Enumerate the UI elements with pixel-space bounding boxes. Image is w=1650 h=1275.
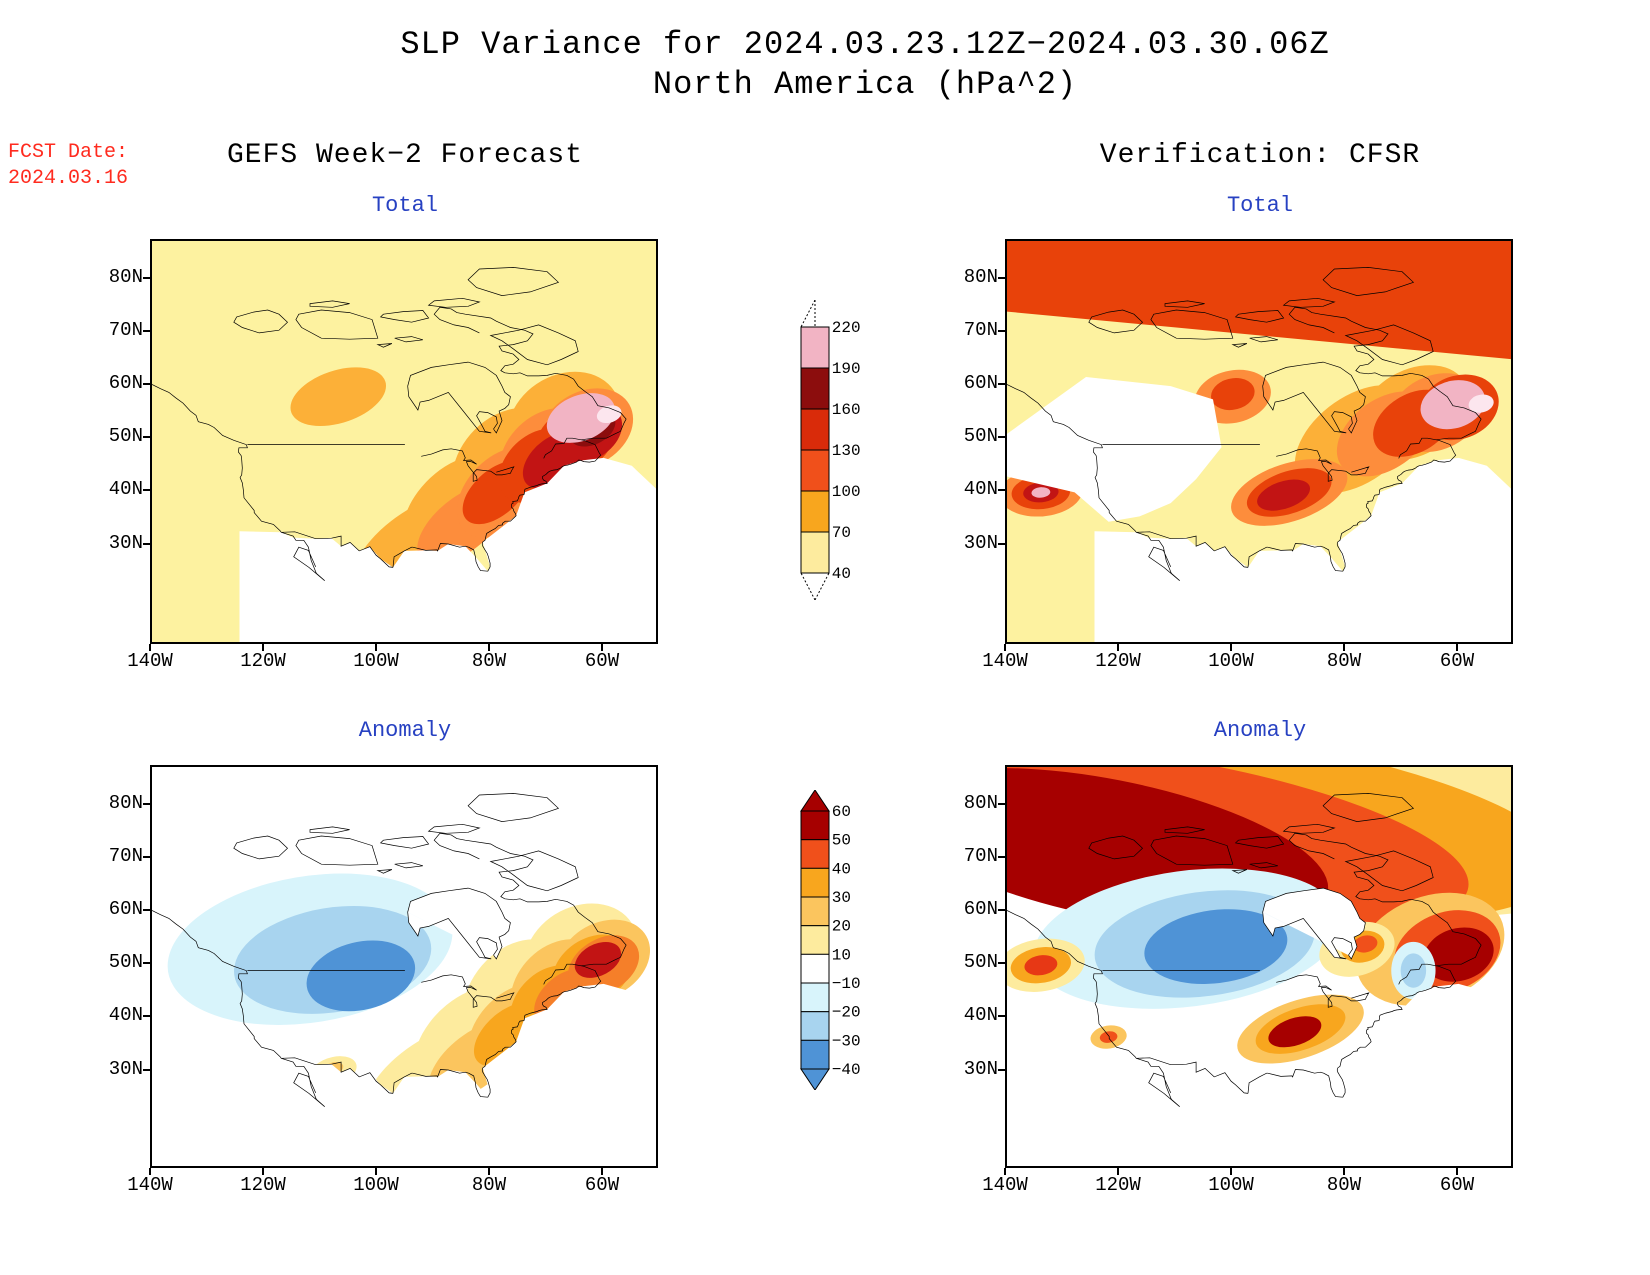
- svg-text:40: 40: [832, 860, 851, 878]
- svg-text:220: 220: [832, 319, 861, 337]
- svg-text:30: 30: [832, 889, 851, 907]
- svg-text:−30: −30: [832, 1032, 861, 1050]
- svg-text:20: 20: [832, 918, 851, 936]
- svg-text:100: 100: [832, 483, 861, 501]
- svg-text:−10: −10: [832, 975, 861, 993]
- svg-text:40: 40: [832, 565, 851, 583]
- svg-text:70: 70: [832, 524, 851, 542]
- svg-text:50: 50: [832, 832, 851, 850]
- svg-text:130: 130: [832, 442, 861, 460]
- svg-text:160: 160: [832, 401, 861, 419]
- svg-text:−20: −20: [832, 1004, 861, 1022]
- svg-text:190: 190: [832, 360, 861, 378]
- svg-text:−40: −40: [832, 1061, 861, 1079]
- svg-text:60: 60: [832, 803, 851, 821]
- svg-text:10: 10: [832, 946, 851, 964]
